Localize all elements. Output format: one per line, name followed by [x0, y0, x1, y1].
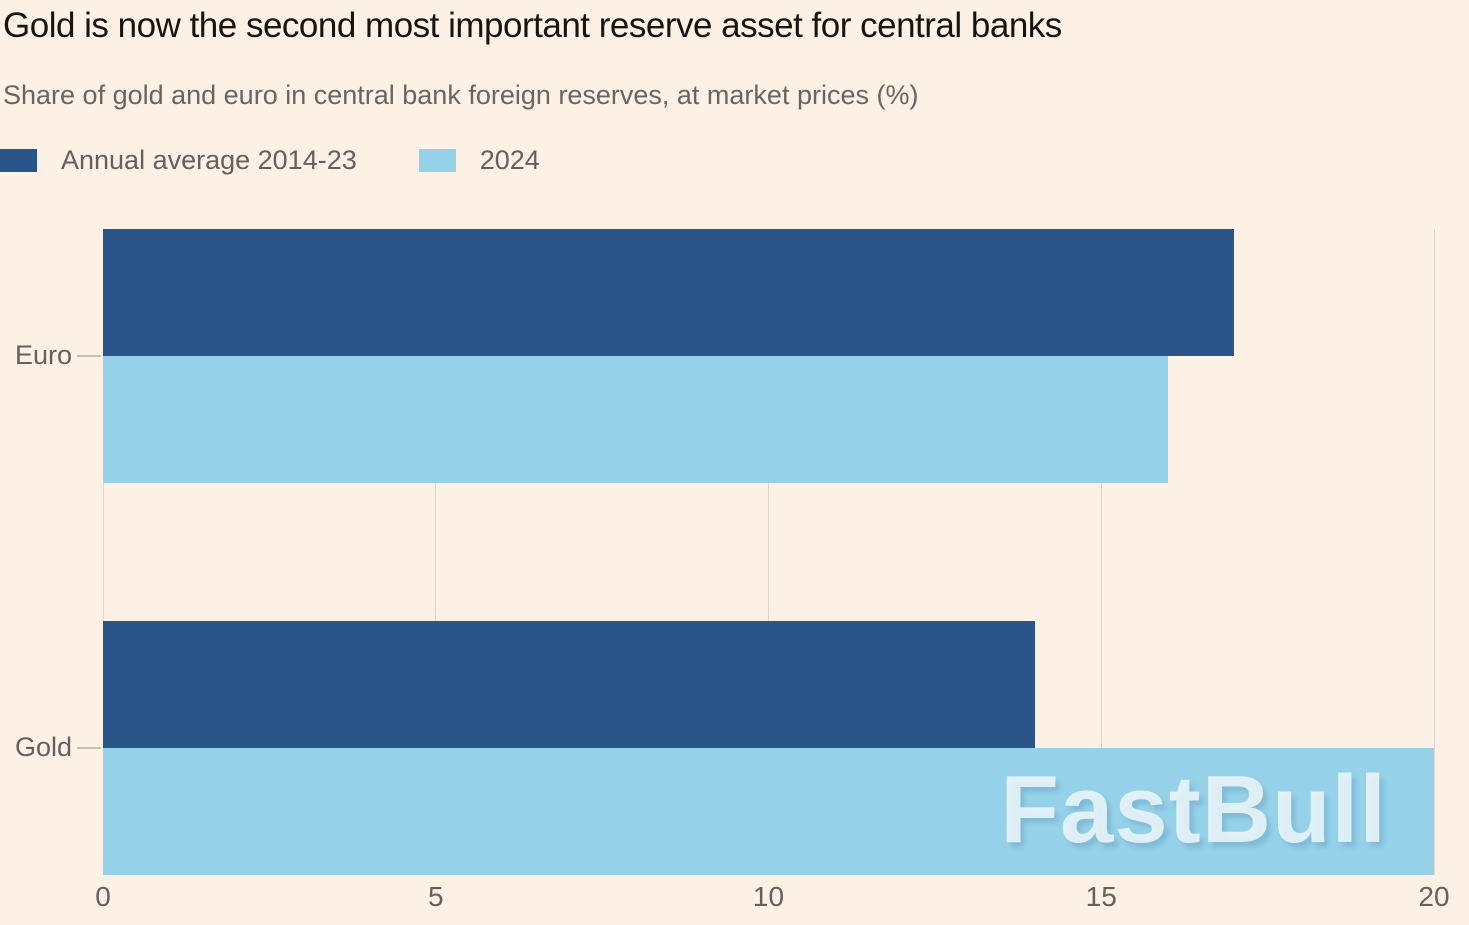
legend-swatch-icon: [418, 148, 456, 172]
gridline-x-20: [1433, 229, 1435, 875]
category-tick-gold: [77, 747, 101, 749]
bar-euro-series1: [103, 356, 1168, 483]
category-label-euro: Euro: [14, 340, 72, 370]
category-tick-euro: [77, 355, 101, 357]
gridline-x-5: [435, 229, 437, 875]
legend-item: Annual average 2014-23: [0, 145, 357, 176]
legend-swatch-icon: [0, 148, 37, 172]
gridline-x-10: [768, 229, 769, 875]
chart-subtitle: Share of gold and euro in central bank f…: [3, 80, 919, 110]
chart-title: Gold is now the second most important re…: [3, 6, 1062, 45]
gridline-x-0: [102, 229, 104, 875]
x-tick-label-0: 0: [95, 881, 111, 912]
bar-gold-series1: [103, 748, 1434, 875]
gridline-x-15: [1100, 229, 1102, 875]
x-tick-label-20: 20: [1418, 881, 1450, 912]
legend-label: 2024: [479, 144, 540, 175]
bar-gold-series0: [103, 621, 1035, 748]
plot-area: [102, 229, 1435, 875]
legend-label: Annual average 2014-23: [61, 144, 357, 175]
x-tick-label-5: 5: [427, 881, 444, 912]
legend-item: 2024: [418, 144, 540, 176]
x-tick-label-15: 15: [1085, 881, 1117, 912]
category-label-gold: Gold: [14, 732, 72, 762]
bar-euro-series0: [103, 229, 1235, 356]
x-tick-label-10: 10: [752, 881, 785, 912]
legend: Annual average 2014-23 2024: [0, 144, 602, 176]
x-axis: 0 5 10 15 20: [95, 881, 1449, 921]
